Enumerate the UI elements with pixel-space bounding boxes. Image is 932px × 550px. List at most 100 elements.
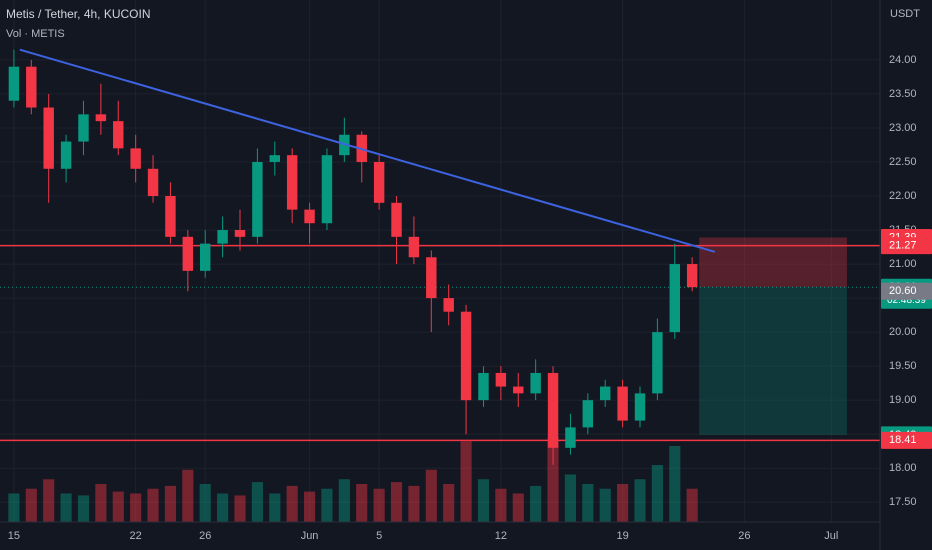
x-tick-label: 22 — [130, 530, 142, 542]
countdown: 02:48:39 — [887, 295, 926, 306]
candle-body — [617, 386, 628, 421]
price-label: 21.27 — [889, 240, 917, 252]
y-tick-label: 17.50 — [889, 496, 917, 508]
volume-bar — [390, 482, 403, 522]
candle-body — [113, 121, 124, 149]
candle-body — [217, 230, 228, 244]
volume-bar — [8, 493, 20, 522]
candle-body — [234, 230, 246, 237]
volume-bar — [60, 493, 72, 522]
y-tick-label: 19.00 — [889, 394, 917, 406]
candle-body — [26, 66, 37, 108]
x-tick-label: 19 — [616, 530, 628, 542]
candle-body — [565, 427, 576, 448]
volume-bar — [321, 488, 333, 522]
x-tick-label: 26 — [199, 530, 211, 542]
volume-bar — [251, 482, 263, 522]
volume-bar — [130, 493, 142, 522]
candle-body — [200, 243, 211, 271]
candle-body — [600, 386, 611, 401]
volume-bar — [164, 485, 176, 522]
volume-bar — [286, 485, 298, 522]
y-tick-label: 22.50 — [889, 156, 917, 168]
price-label: 20.60 — [889, 285, 917, 297]
chart-title: Metis / Tether, 4h, KUCOIN — [6, 7, 151, 21]
x-tick-label: 15 — [8, 530, 20, 542]
candle-body — [43, 107, 54, 169]
volume-bar — [460, 441, 472, 522]
volume-bar — [408, 485, 420, 522]
candle-body — [669, 264, 680, 333]
volume-bar — [512, 493, 524, 522]
candle-body — [321, 155, 333, 224]
volume-bar — [617, 484, 629, 522]
volume-bar — [599, 488, 611, 522]
subtitle: Vol · METIS — [6, 28, 65, 40]
candle-body — [426, 257, 437, 299]
volume-bar — [338, 479, 350, 522]
candle-body — [147, 168, 159, 197]
volume-bar — [77, 495, 90, 522]
volume-bar — [112, 491, 124, 522]
x-tick-label: 5 — [376, 530, 382, 542]
candle-body — [95, 114, 107, 122]
volume-bar — [443, 484, 455, 522]
candle-body — [252, 161, 263, 237]
volume-bar — [425, 469, 437, 522]
volume-bar — [234, 495, 246, 522]
candle-body — [408, 236, 420, 258]
y-tick-label: 23.50 — [889, 88, 917, 100]
candle-body — [495, 372, 507, 387]
candle-body — [165, 196, 176, 237]
candle-body — [182, 236, 194, 271]
plot — [0, 0, 880, 522]
volume-bar — [199, 484, 211, 522]
volume-bar — [651, 465, 663, 522]
volume-bar — [477, 479, 490, 522]
candle-body — [78, 114, 89, 142]
x-tick-label: Jun — [301, 530, 319, 542]
price-label-box — [881, 431, 932, 449]
candle-body — [478, 372, 489, 401]
volume-bar — [582, 484, 594, 522]
volume-bar — [669, 446, 681, 522]
volume-bar — [356, 484, 368, 522]
candle-body — [582, 400, 594, 428]
y-tick-label: 20.00 — [889, 326, 917, 338]
price-label-box — [881, 237, 932, 255]
volume-bar — [217, 493, 229, 522]
candle-body — [686, 264, 698, 288]
y-tick-label: 21.00 — [889, 258, 917, 270]
volume-bar — [530, 485, 542, 522]
price-label-box — [881, 282, 932, 300]
candle-body — [304, 209, 315, 224]
volume-bar — [304, 491, 316, 522]
volume-bar — [43, 479, 55, 522]
volume-bar — [373, 488, 385, 522]
y-tick-label: 19.50 — [889, 360, 917, 372]
volume-bar — [495, 488, 507, 522]
y-tick-label: 18.00 — [889, 462, 917, 474]
x-tick-label: 12 — [495, 530, 507, 542]
candle-body — [530, 372, 541, 394]
volume-bar — [269, 493, 281, 522]
x-tick-label: Jul — [824, 530, 838, 542]
y-tick-label: 22.00 — [889, 190, 917, 202]
candle-body — [373, 161, 385, 203]
volume-bar — [564, 474, 576, 522]
volume-bar — [182, 469, 194, 522]
y-tick-label: 23.00 — [889, 122, 917, 134]
candle-body — [652, 332, 663, 394]
candle-body — [443, 298, 454, 312]
candle-body — [547, 372, 559, 448]
candle-body — [269, 155, 280, 162]
trendline — [19, 48, 716, 253]
volume-bar — [634, 479, 646, 522]
candle-body — [513, 386, 524, 394]
volume-bar — [147, 488, 159, 522]
volume-bar — [686, 488, 698, 522]
candle-body — [60, 141, 72, 169]
candle-body — [460, 311, 472, 401]
